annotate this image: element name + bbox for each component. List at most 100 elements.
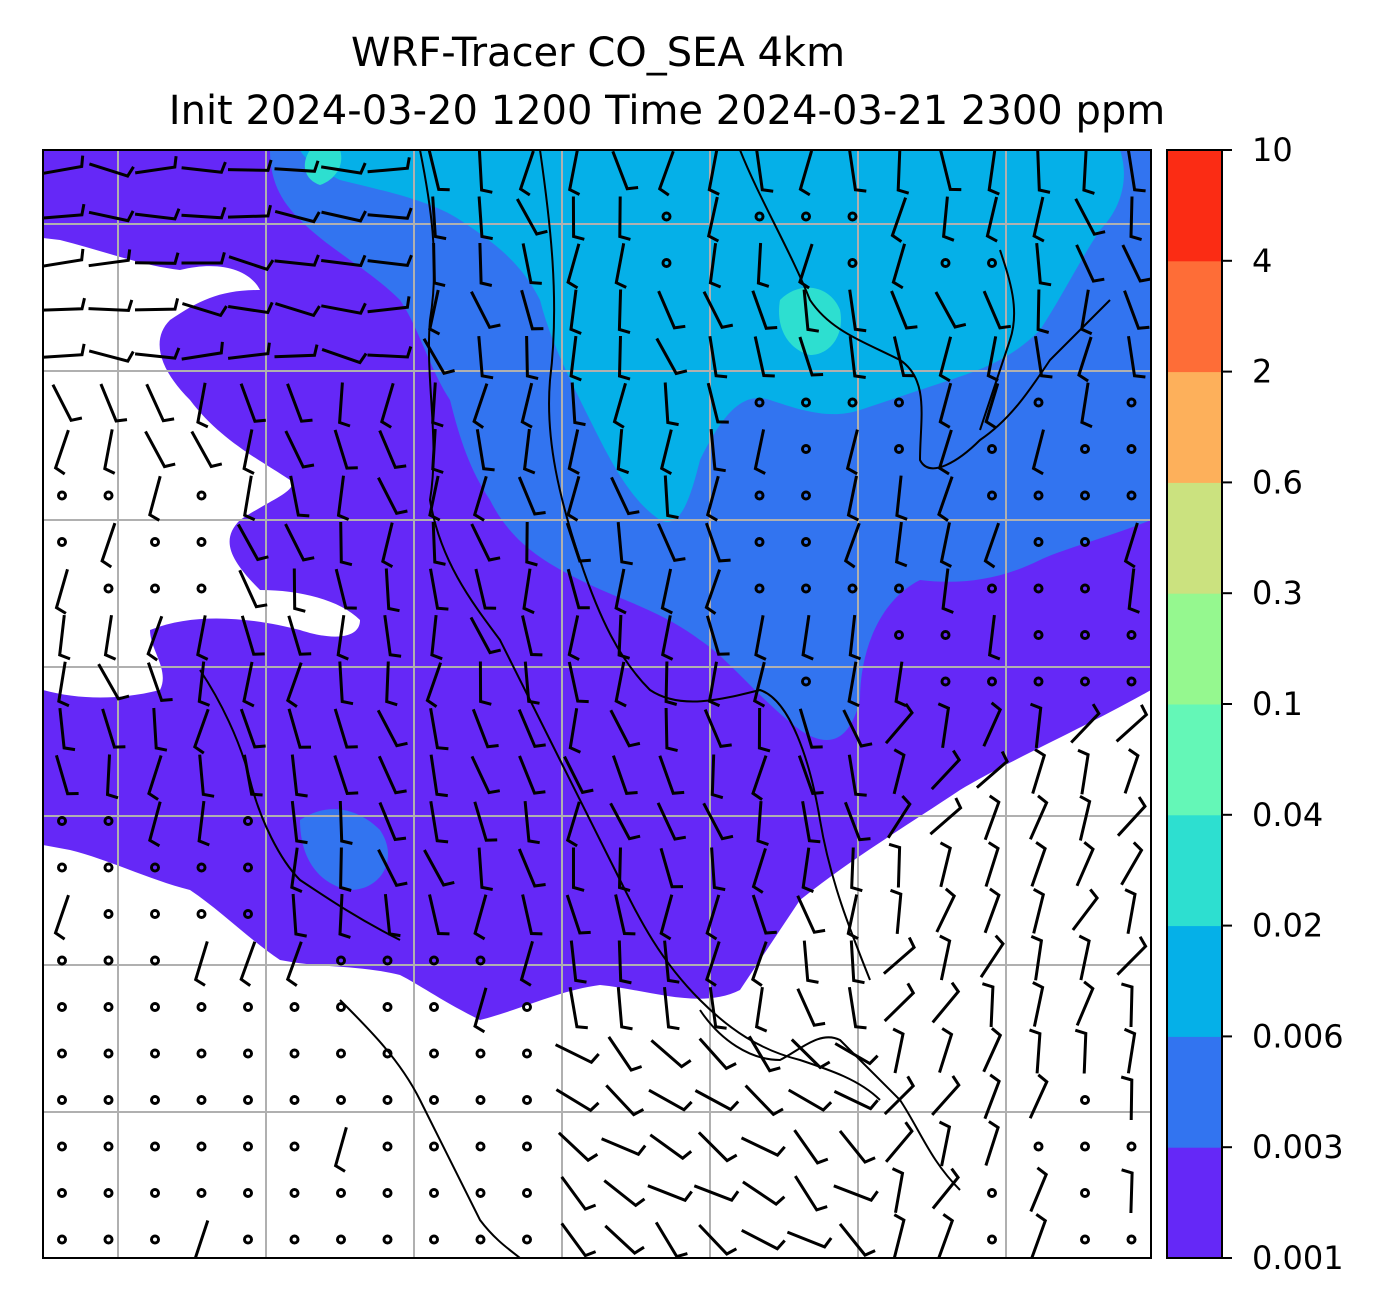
wind-barb [181, 302, 228, 318]
wind-barb [383, 614, 402, 658]
wind-barb [802, 940, 819, 984]
wind-barb [565, 522, 591, 563]
wind-barb [569, 289, 582, 335]
wind-barb [193, 708, 210, 755]
wind-barb [890, 290, 918, 330]
wind-barb [1075, 980, 1095, 1026]
wind-barb [796, 895, 826, 934]
wind-barb [520, 382, 534, 429]
wind-barb [428, 475, 441, 522]
wind-barb [383, 893, 401, 938]
calm-circle [522, 1002, 532, 1012]
wind-barb [794, 1175, 828, 1212]
wind-barb [146, 662, 173, 702]
wind-barb [196, 382, 209, 429]
wind-barb [1031, 429, 1045, 476]
wind-barb [754, 615, 767, 661]
calm-circle [522, 1234, 532, 1245]
calm-circle [754, 583, 765, 594]
wind-barb [429, 568, 449, 611]
wind-barb [1071, 888, 1099, 931]
wind-barb [1120, 841, 1144, 886]
calm-circle [754, 211, 765, 222]
wind-barb [568, 708, 582, 754]
wind-barb [566, 243, 581, 290]
wind-barb [190, 430, 223, 469]
calm-circle [429, 955, 439, 966]
wind-barb [843, 522, 861, 569]
wind-barb [705, 615, 730, 656]
wind-barb [1029, 702, 1043, 749]
wind-barb [99, 383, 128, 423]
wind-barb [693, 1184, 740, 1203]
calm-circle [801, 676, 811, 687]
wind-barb [938, 336, 953, 383]
wind-barb [801, 847, 814, 893]
wind-barb [470, 523, 501, 562]
wind-barb [338, 661, 354, 706]
wind-barb [930, 749, 962, 791]
wind-barb [935, 887, 957, 933]
wind-barb [941, 568, 954, 614]
wind-barb [425, 662, 443, 708]
calm-circle [847, 583, 858, 594]
wind-barb [703, 709, 732, 749]
calm-circle [150, 909, 160, 919]
wind-barb [475, 429, 495, 472]
wind-barb [698, 1223, 738, 1256]
calm-circle [243, 816, 253, 826]
wind-barb [1123, 1027, 1137, 1074]
wind-barb [618, 196, 631, 241]
calm-circle [103, 955, 114, 966]
wind-barb [937, 702, 951, 749]
wind-barb [741, 1228, 786, 1251]
wind-barb [105, 754, 119, 800]
calm-circle [57, 1002, 67, 1012]
calm-circle [243, 1002, 253, 1012]
wind-barb [931, 1167, 960, 1210]
wind-barb [983, 1073, 1001, 1120]
wind-barb [1124, 888, 1137, 934]
calm-circle [1126, 444, 1137, 454]
calm-circle [382, 1188, 393, 1198]
calm-circle [382, 1002, 393, 1012]
wind-barb [1115, 704, 1149, 743]
wind-barb [603, 1179, 646, 1208]
wind-barb [939, 522, 952, 568]
wind-barb [753, 336, 775, 378]
wind-barb [614, 661, 627, 708]
wind-barb [604, 1224, 645, 1255]
wind-barb [367, 254, 413, 268]
wind-barb [659, 429, 673, 476]
wind-barb [519, 940, 534, 987]
wind-barb [286, 383, 313, 423]
wind-barb [1077, 336, 1093, 383]
wind-barb [659, 894, 674, 941]
gridlines [43, 150, 1151, 1258]
wind-barb [429, 708, 449, 751]
wind-barb [846, 894, 859, 940]
wind-barb [883, 982, 916, 1023]
wind-barb [617, 289, 631, 335]
wind-barb [607, 1036, 643, 1072]
wind-barb [609, 802, 641, 841]
calm-circle [57, 1095, 67, 1105]
wind-barb [134, 298, 180, 312]
wind-barb [472, 383, 489, 429]
wind-barb [51, 384, 83, 423]
wind-barb [710, 847, 726, 892]
calm-circle [103, 1002, 114, 1012]
wind-barb [617, 335, 631, 381]
wind-barb [1075, 841, 1095, 887]
wind-barb [894, 521, 908, 568]
wind-barb [148, 801, 162, 848]
wind-barb [385, 661, 398, 707]
calm-circle [801, 537, 811, 547]
wind-barb [796, 988, 826, 1027]
calm-circle [103, 862, 114, 873]
wind-barb [704, 522, 731, 563]
wind-barb [882, 936, 916, 975]
wind-barb [617, 847, 631, 893]
wind-barb [833, 1090, 879, 1111]
